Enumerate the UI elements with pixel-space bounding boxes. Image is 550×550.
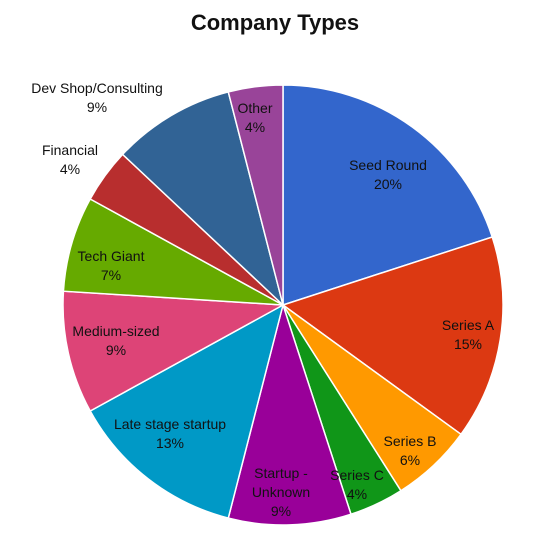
slice-value: 4% [245,119,265,135]
slice-name: Series A [442,317,495,333]
slice-value: 9% [87,99,107,115]
slice-label-seed-round: Seed Round 20% [349,157,427,192]
slice-name: Late stage startup [114,416,226,432]
slice-label-startup-unknown: Startup - Unknown 9% [252,465,310,519]
slice-label-other: Other 4% [237,100,272,135]
slice-label-financial: Financial 4% [42,142,98,177]
slice-value: 9% [106,342,126,358]
slice-label-series-a: Series A 15% [442,317,495,352]
slice-label-series-c: Series C 4% [330,467,384,502]
slice-name: Series B [384,433,437,449]
slice-name: Medium-sized [72,323,159,339]
slice-name: Unknown [252,484,310,500]
pie-slice-medium-sized[interactable] [62,290,286,413]
slice-label-series-b: Series B 6% [384,433,437,468]
slice-value: 6% [400,452,420,468]
slice-value: 9% [271,503,291,519]
slice-name: Series C [330,467,384,483]
slice-name: Startup - [254,465,308,481]
pie-slice-series-a[interactable] [281,236,504,436]
slice-value: 7% [101,267,121,283]
slice-name: Seed Round [349,157,427,173]
slice-label-medium-sized: Medium-sized 9% [72,323,159,358]
slice-name: Tech Giant [78,248,145,264]
slice-value: 15% [454,336,482,352]
slice-name: Financial [42,142,98,158]
pie-slice-startup-unknown[interactable] [227,302,352,526]
chart-title: Company Types [190,10,360,35]
slice-label-dev-shop-consulting: Dev Shop/Consulting 9% [31,80,163,115]
slice-name: Other [237,100,272,116]
slice-label-tech-giant: Tech Giant 7% [78,248,145,283]
slice-value: 20% [374,176,402,192]
slice-value: 4% [347,486,367,502]
pie-slice-seed-round[interactable] [282,84,494,307]
pie-labels: Seed Round 20%Series A 15%Series B 6%Series… [31,80,494,519]
pie-slice-late-stage-startup[interactable] [89,303,285,520]
pie-slice-other[interactable] [227,84,284,306]
pie-slices [62,84,504,526]
pie-slice-dev-shop-consulting[interactable] [121,90,285,308]
slice-value: 4% [60,161,80,177]
slice-value: 13% [156,435,184,451]
slice-label-late-stage-startup: Late stage startup 13% [114,416,226,451]
slice-name: Dev Shop/Consulting [31,80,163,96]
